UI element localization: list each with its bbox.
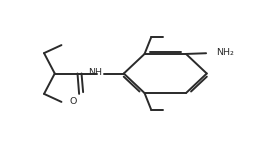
Text: O: O [69,97,77,106]
Text: NH₂: NH₂ [216,48,234,57]
Text: NH: NH [89,68,102,77]
